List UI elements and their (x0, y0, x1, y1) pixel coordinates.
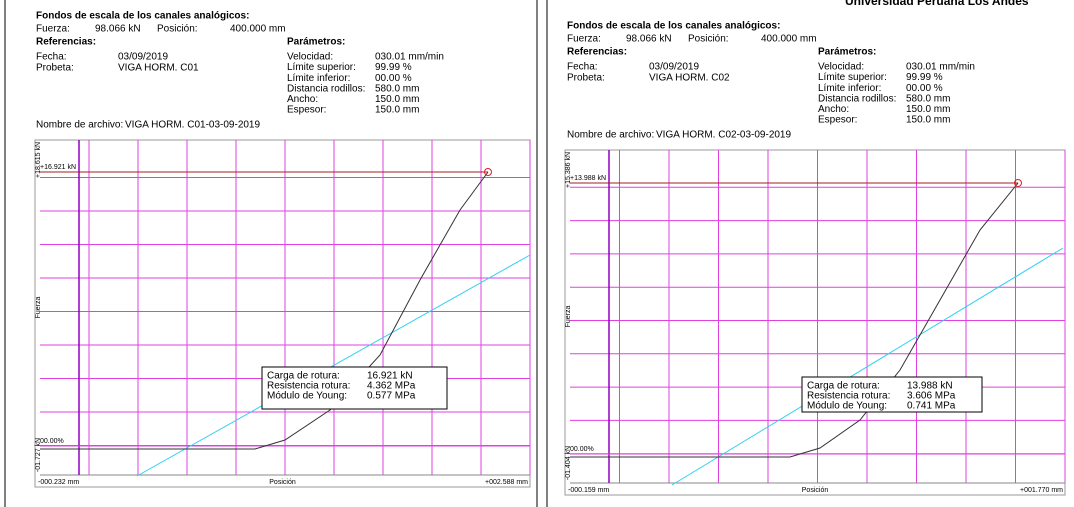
value: VIGA HORM. C01-03-09-2019 (125, 120, 260, 131)
value: 580.0 mm (375, 83, 419, 94)
x-axis-title: Posición (802, 487, 829, 494)
value: 150.0 mm (906, 104, 950, 115)
results-box (261, 366, 448, 410)
value: 03/09/2019 (118, 52, 168, 63)
label: Nombre de archivo: (36, 120, 123, 131)
result-label: Resistencia rotura: (267, 381, 350, 392)
value: 400.000 mm (761, 34, 817, 45)
result-value: 13.988 kN (907, 381, 953, 392)
zero-label: 00.00% (570, 446, 594, 453)
value: 98.066 kN (626, 34, 672, 45)
result-label: Resistencia rotura: (807, 391, 890, 402)
label: Distancia rodillos: (287, 83, 365, 94)
y-axis-title: Fuerza (35, 297, 42, 319)
section-title: Referencias: (36, 37, 96, 48)
label: Probeta: (567, 73, 605, 84)
young-line (136, 254, 531, 477)
value: 00.00 % (906, 83, 943, 94)
value: VIGA HORM. C01 (118, 63, 199, 74)
result-value: 0.577 MPa (367, 391, 416, 402)
value: 400.000 mm (230, 24, 286, 35)
label: Espesor: (287, 105, 326, 116)
label: Límite superior: (287, 62, 356, 73)
peak-marker (1014, 179, 1022, 187)
value: 150.0 mm (375, 94, 419, 105)
result-value: 0.741 MPa (907, 401, 956, 412)
scale-title: Fondos de escala de los canales analógic… (36, 11, 249, 22)
label: Fecha: (36, 52, 67, 63)
x-label: +001.770 mm (1020, 487, 1063, 494)
x-label: +002.588 mm (485, 479, 528, 486)
x-axis-title: Posición (269, 479, 296, 486)
scale-title: Fondos de escala de los canales analógic… (567, 21, 780, 32)
result-value: 16.921 kN (367, 371, 413, 382)
label: Límite superior: (818, 72, 887, 83)
result-label: Módulo de Young: (807, 401, 887, 412)
y-label: -01.404 kN (565, 446, 572, 480)
label: Velocidad: (818, 62, 864, 73)
peak-marker (484, 168, 492, 176)
value: 99.99 % (906, 72, 943, 83)
value: 150.0 mm (375, 105, 419, 116)
result-label: Carga de rotura: (267, 371, 340, 382)
label: Nombre de archivo: (567, 130, 654, 141)
label: Velocidad: (287, 52, 333, 63)
value: 030.01 mm/min (906, 62, 975, 73)
label: Posición: (157, 24, 198, 35)
label: Fecha: (567, 62, 598, 73)
value: 150.0 mm (906, 115, 950, 126)
label: Límite inferior: (287, 73, 350, 84)
y-axis-title: Fuerza (565, 306, 572, 328)
label: Ancho: (818, 104, 849, 115)
section-title: Parámetros: (287, 37, 345, 48)
section-title: Referencias: (567, 47, 627, 58)
value: 99.99 % (375, 62, 412, 73)
zero-label: 00.00% (40, 438, 64, 445)
value: 580.0 mm (906, 93, 950, 104)
x-label: -000.232 mm (38, 479, 79, 486)
result-label: Carga de rotura: (807, 381, 880, 392)
label: Ancho: (287, 94, 318, 105)
y-label: +18.615 kN (35, 142, 42, 178)
value: VIGA HORM. C02 (649, 73, 730, 84)
x-label: -000.159 mm (568, 487, 609, 494)
label: Espesor: (818, 115, 857, 126)
peak-label: +13.988 kN (570, 175, 606, 182)
value: 00.00 % (375, 73, 412, 84)
value: 030.01 mm/min (375, 52, 444, 63)
peak-label: +16.921 kN (40, 164, 76, 171)
result-value: 4.362 MPa (367, 381, 416, 392)
label: Distancia rodillos: (818, 93, 896, 104)
value: VIGA HORM. C02-03-09-2019 (656, 130, 791, 141)
result-label: Módulo de Young: (267, 391, 347, 402)
y-label: +15.386 kN (565, 152, 572, 188)
label: Límite inferior: (818, 83, 881, 94)
label: Fuerza: (567, 34, 601, 45)
results-box (801, 376, 983, 413)
section-title: Parámetros: (818, 47, 876, 58)
label: Probeta: (36, 63, 74, 74)
young-line (671, 247, 1064, 486)
label: Fuerza: (36, 24, 70, 35)
result-value: 3.606 MPa (907, 391, 956, 402)
y-label: -01.727 kN (35, 438, 42, 472)
value: 98.066 kN (95, 24, 141, 35)
header-fragment: Universidad Peruana Los Andes (845, 0, 1029, 8)
value: 03/09/2019 (649, 62, 699, 73)
label: Posición: (688, 34, 729, 45)
